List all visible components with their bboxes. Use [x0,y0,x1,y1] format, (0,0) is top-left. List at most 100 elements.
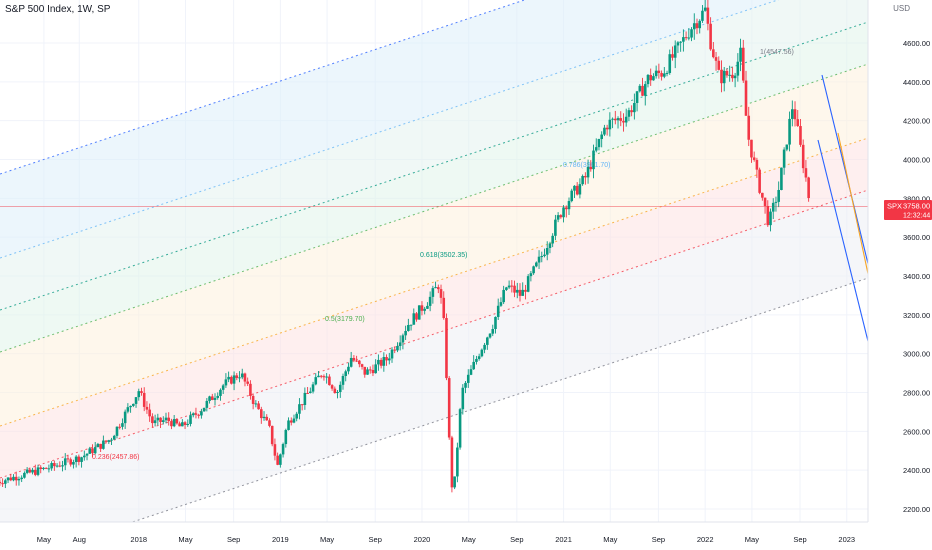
candle-body [480,349,484,357]
candle-body [393,349,397,351]
candle-body [306,392,309,394]
candle-body [183,422,187,425]
candle-body [287,420,290,430]
candle-body [205,400,209,408]
time-axis [0,522,868,550]
candle-body [254,403,258,405]
candle-body [739,47,742,62]
candle-body [151,416,154,424]
candle-body [243,373,247,382]
candle-body [766,205,770,226]
candle-body [788,118,791,145]
candle-body [486,337,489,345]
candle-body [687,37,691,39]
candle-body [698,20,702,29]
candle-body [630,110,633,113]
y-tick-label: 4600.00 [903,39,930,48]
candle-body [458,409,462,448]
candle-body [611,118,614,120]
candle-body [200,411,203,416]
candle-body [657,70,661,74]
candle-body [643,84,647,96]
candle-body [526,276,530,292]
candle-body [20,477,23,479]
price-axis [868,0,932,550]
candle-body [91,448,94,454]
candle-body [488,333,492,338]
candle-body [132,403,135,406]
candle-body [366,369,369,375]
candle-body [300,404,304,406]
candle-body [85,453,89,456]
candle-body [145,406,149,410]
candle-body [799,126,802,145]
candle-body [232,375,236,384]
candle-body [14,476,18,481]
x-tick-label: Sep [652,535,665,544]
y-tick-label: 3400.00 [903,272,930,281]
candle-body [289,420,293,423]
fib-band-3 [0,22,868,352]
candle-body [298,404,301,414]
candle-body [510,285,514,287]
candle-body [532,266,535,274]
x-tick-label: May [745,535,759,544]
candle-body [807,177,810,199]
candle-body [382,357,386,366]
candle-body [535,262,538,267]
candle-body [445,318,448,379]
candle-body [513,285,516,293]
candle-body [257,403,260,410]
candle-body [570,190,574,202]
candle-body [260,409,263,419]
candle-body [69,459,72,465]
candle-body [469,369,473,375]
candle-body [251,395,255,404]
candle-body [360,364,364,367]
candle-body [554,219,557,236]
candle-body [153,420,157,424]
candle-body [720,69,723,84]
candle-body [208,396,211,401]
candle-body [755,159,759,170]
candle-body [673,45,677,58]
candle-body [102,440,105,449]
candle-body [115,426,119,436]
candle-body [167,417,171,422]
candle-body [341,375,345,385]
candle-body [385,357,388,361]
candle-body [442,297,446,319]
candle-body [529,273,533,277]
candle-body [412,313,416,325]
candle-body [603,127,606,135]
candle-body [777,189,780,202]
candle-body [692,23,696,30]
candle-body [407,325,410,331]
candle-body [439,289,443,298]
candle-body [703,7,707,11]
candle-body [635,91,639,103]
candle-body [74,456,78,463]
candle-body [0,481,2,484]
candle-body [619,118,623,121]
candle-body [502,289,505,303]
candle-body [652,76,655,81]
candle-body [499,302,503,306]
candle-body [654,70,658,77]
x-tick-label: Aug [73,535,86,544]
candle-body [63,458,67,466]
y-tick-label: 3200.00 [903,311,930,320]
candle-body [279,454,282,465]
candle-body [676,42,680,46]
y-tick-label: 2400.00 [903,466,930,475]
candle-body [12,476,15,481]
x-tick-label: 2023 [838,535,855,544]
candle-body [311,384,315,392]
candle-body [616,118,620,121]
x-tick-label: 2022 [697,535,714,544]
candle-body [709,23,712,50]
y-tick-label: 3000.00 [903,350,930,359]
candle-body [453,476,456,488]
